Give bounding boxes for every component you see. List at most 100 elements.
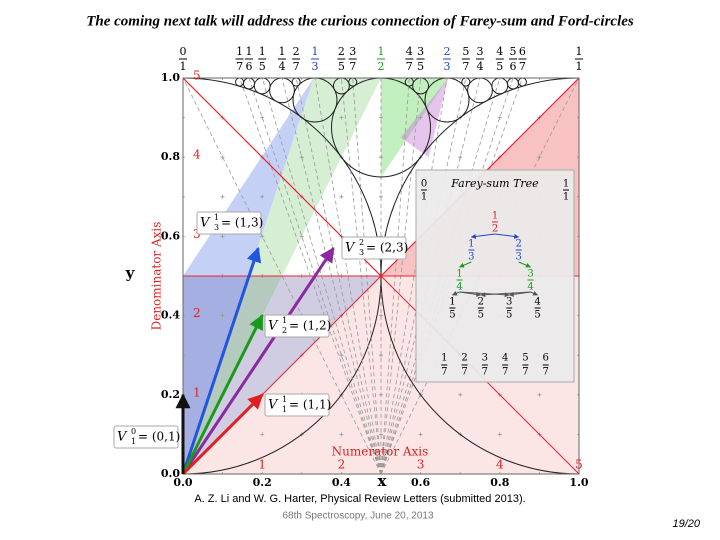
- vector-value: = (1,1): [289, 398, 331, 412]
- tree-arrow: [508, 291, 531, 297]
- ford-circle: [507, 78, 519, 90]
- bottom-num: 2: [461, 353, 467, 364]
- tree-arrow: [494, 233, 520, 239]
- grid-cross: [260, 115, 265, 120]
- ford-circle: [348, 78, 358, 87]
- ford-circle: [292, 78, 338, 123]
- vector-den: 3: [359, 248, 364, 257]
- numerator-mark: 4: [496, 458, 504, 472]
- grid-cross: [497, 432, 502, 437]
- denominator-mark: 4: [193, 148, 201, 162]
- fraction-numerator: 3: [417, 45, 424, 58]
- vector-label-box: [264, 314, 330, 338]
- tree-num: 3: [506, 297, 512, 308]
- vector-den: 1: [282, 405, 287, 414]
- numerator-mark: 5: [575, 458, 583, 472]
- grid-cross: [458, 472, 463, 474]
- fraction-numerator: 1: [378, 45, 385, 58]
- fraction-denominator: 3: [444, 60, 451, 73]
- fraction-denominator: 1: [576, 60, 583, 73]
- numerator-mark: 1: [258, 458, 266, 472]
- grid-cross: [260, 432, 265, 437]
- dashed-ray: [295, 78, 382, 474]
- x-tick-label: 0.8: [490, 476, 509, 489]
- tree-den: 2: [492, 224, 498, 235]
- grid-cross: [577, 432, 579, 437]
- ford-circle: [491, 78, 509, 95]
- x-tick-label: 0.2: [253, 476, 272, 489]
- tree-num: 2: [515, 239, 521, 250]
- tree-num: 1: [456, 269, 462, 280]
- grid-cross: [497, 115, 502, 120]
- tree-num: 3: [527, 269, 533, 280]
- grid-cross: [339, 353, 344, 358]
- y-symbol: y: [125, 264, 136, 282]
- grid-cross: [183, 234, 185, 239]
- vector-num: 1: [282, 395, 287, 404]
- tree-num: 1: [563, 179, 569, 190]
- figure: 011716151427132537124735235734455667110.…: [113, 45, 589, 490]
- grid-cross: [577, 353, 579, 358]
- numerator-mark: 3: [417, 458, 425, 472]
- grid-cross: [418, 472, 423, 474]
- purple-region: [400, 78, 449, 158]
- dashed-ray: [380, 78, 467, 474]
- tree-den: 5: [449, 310, 455, 321]
- tree-num: 1: [492, 211, 498, 222]
- dashed-ray: [380, 78, 448, 474]
- tree-den: 5: [534, 310, 540, 321]
- slide-title: The coming next talk will address the cu…: [86, 13, 634, 29]
- vector-num: 0: [131, 427, 136, 436]
- vector-value: = (0,1): [138, 430, 180, 444]
- bottom-den: 7: [482, 367, 488, 378]
- grid-cross: [220, 313, 225, 318]
- footer: 68th Spectroscopy, June 20, 2013: [282, 511, 433, 522]
- grid-cross: [183, 194, 185, 199]
- fraction-numerator: 1: [259, 45, 266, 58]
- vector-symbol: V: [200, 216, 211, 231]
- green-region: [381, 78, 449, 177]
- fraction-numerator: 1: [312, 45, 319, 58]
- fraction-numerator: 0: [180, 45, 187, 58]
- ford-circle: [332, 78, 350, 95]
- fraction-numerator: 5: [462, 45, 469, 58]
- fraction-numerator: 1: [279, 45, 286, 58]
- y-tick-label: 0.8: [161, 150, 180, 163]
- bottom-den: 7: [461, 367, 467, 378]
- fraction-denominator: 7: [519, 60, 526, 73]
- tree-den: 4: [527, 282, 533, 293]
- grid-cross: [260, 78, 265, 80]
- grid-cross: [183, 353, 185, 358]
- grid-cross: [339, 194, 344, 199]
- vector-label-box: [264, 393, 330, 417]
- ford-circle: [467, 78, 493, 104]
- fraction-denominator: 7: [406, 60, 413, 73]
- grid-cross: [220, 78, 225, 80]
- fraction-numerator: 2: [293, 45, 300, 58]
- grid-cross: [220, 155, 225, 160]
- vector-symbol: V: [117, 430, 128, 445]
- bottom-den: 7: [502, 367, 508, 378]
- tree-arrow: [459, 261, 472, 268]
- x-tick-label: 0.6: [411, 476, 430, 489]
- tree-arrow: [480, 291, 531, 298]
- tree-num: 1: [449, 297, 455, 308]
- y-tick-label: 1.0: [161, 71, 180, 84]
- ford-circle: [269, 78, 295, 104]
- bottom-num: 1: [441, 353, 447, 364]
- fraction-denominator: 5: [338, 60, 345, 73]
- vector-label-box: [113, 425, 179, 449]
- citation: A. Z. Li and W. G. Harter, Physical Revi…: [194, 493, 525, 505]
- grid-cross: [339, 432, 344, 437]
- fraction-numerator: 4: [496, 45, 503, 58]
- plot-frame: [182, 77, 580, 475]
- ford-circle: [243, 78, 255, 90]
- bottom-den: 7: [522, 367, 528, 378]
- denominator-mark: 5: [193, 69, 201, 83]
- grid-cross: [220, 234, 225, 239]
- vector-den: 2: [282, 326, 287, 335]
- grid-cross: [458, 392, 463, 397]
- grid-cross: [537, 472, 542, 474]
- grid-cross: [183, 115, 185, 120]
